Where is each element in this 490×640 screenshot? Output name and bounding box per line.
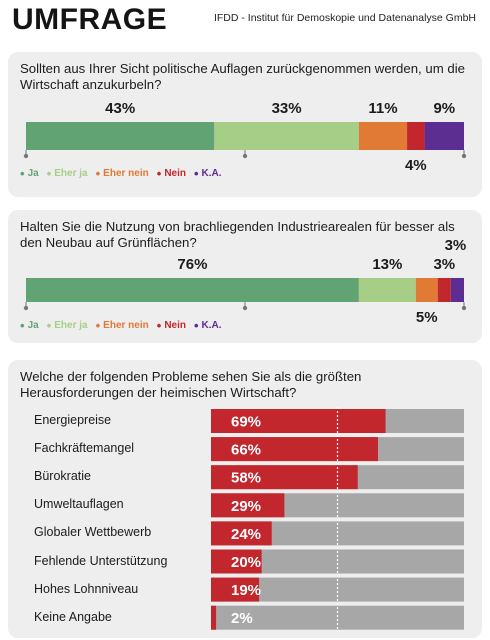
question-3: Welche der folgenden Probleme sehen Sie …	[20, 369, 362, 400]
legend-dot-icon: •	[193, 165, 199, 181]
problems-bar-chart: 69% 66% 58% 29% 24% 20% 19% 2%	[211, 407, 464, 632]
category-label-burokratie: Bürokratie	[34, 469, 91, 484]
bar-keine-angabe	[211, 605, 217, 630]
bar-energiepreise	[211, 409, 386, 433]
legend-dot-icon: •	[46, 165, 52, 181]
stacked-bar-chart-2: 76% 13% 5% 3% 3%	[23, 237, 467, 326]
data-label-burokratie: 58%	[231, 470, 261, 487]
survey-card-3: Welche der folgenden Probleme sehen Sie …	[8, 360, 482, 638]
bar-segment-ja	[26, 122, 215, 150]
bar-globaler-wettbewerb	[211, 521, 272, 546]
question-2: Halten Sie die Nutzung von brachliegende…	[20, 219, 455, 250]
legend-dot-icon: •	[46, 317, 52, 333]
data-label-k-a: 9%	[433, 100, 455, 117]
legend-label: Eher ja	[54, 168, 88, 179]
legend-item-nein: • Nein	[156, 317, 186, 333]
legend-1: • Ja • Eher ja • Eher nein • Nein • K.A.	[20, 165, 222, 181]
legend-dot-icon: •	[156, 165, 162, 181]
data-label-nein: 3%	[433, 256, 455, 273]
bar-segment-ja	[26, 278, 359, 302]
legend-label: Nein	[164, 320, 186, 331]
legend-item-eher-nein: • Eher nein	[95, 317, 149, 333]
legend-label: Eher ja	[54, 320, 88, 331]
legend-label: Eher nein	[103, 320, 149, 331]
data-label-fehlende-unterstutzung: 20%	[231, 554, 261, 571]
survey-card-2: Halten Sie die Nutzung von brachliegende…	[8, 210, 482, 343]
legend-item-nein: • Nein	[156, 165, 186, 181]
data-label-eher-ja: 33%	[272, 100, 302, 117]
legend-label: Eher nein	[103, 168, 149, 179]
data-label-globaler-wettbewerb: 24%	[231, 526, 261, 543]
legend-dot-icon: •	[193, 317, 199, 333]
legend-dot-icon: •	[95, 317, 101, 333]
legend-item-k-a: • K.A.	[193, 317, 222, 333]
data-label-k-a: 3%	[445, 237, 467, 254]
legend-label: Ja	[27, 320, 39, 331]
category-label-keine-angabe: Keine Angabe	[34, 609, 112, 624]
data-label-energiepreise: 69%	[231, 414, 261, 431]
legend-dot-icon: •	[156, 317, 162, 333]
stacked-bar-chart-1: 43% 33% 11% 4% 9%	[23, 100, 467, 174]
legend-item-eher-ja: • Eher ja	[46, 317, 88, 333]
legend-item-eher-nein: • Eher nein	[95, 165, 149, 181]
category-label-globaler-wettbewerb: Globaler Wettbewerb	[34, 525, 152, 540]
data-label-hohes-lohnniveau: 19%	[231, 582, 261, 599]
bar-segment-eher-ja	[358, 278, 416, 302]
tick-dot	[461, 305, 467, 311]
bar-segment-eher-ja	[214, 122, 359, 150]
bar-fehlende-unterstutzung	[211, 549, 262, 574]
bar-segment-k-a	[424, 122, 464, 150]
bar-segment-k-a	[450, 278, 464, 302]
legend-item-ja: • Ja	[20, 317, 39, 333]
bar-umweltauflagen	[211, 493, 285, 518]
data-label-fachkraftemangel: 66%	[231, 442, 261, 459]
bar-burokratie	[211, 465, 358, 490]
data-label-umweltauflagen: 29%	[231, 498, 261, 515]
legend-label: K.A.	[201, 320, 222, 331]
category-label-fachkraftemangel: Fachkräftemangel	[34, 441, 135, 456]
legend-item-k-a: • K.A.	[193, 165, 222, 181]
data-label-eher-ja: 13%	[372, 256, 402, 273]
tick-dot	[23, 305, 29, 311]
data-label-keine-angabe: 2%	[231, 610, 253, 627]
tick-dot	[461, 153, 467, 159]
data-label-ja: 76%	[177, 256, 207, 273]
legend-item-ja: • Ja	[20, 165, 39, 181]
legend-2: • Ja • Eher ja • Eher nein • Nein • K.A.	[20, 317, 222, 333]
bar-track	[211, 605, 464, 630]
category-label-fehlende-unterstutzung: Fehlende Unterstützung	[34, 553, 168, 568]
data-label-nein: 4%	[405, 157, 427, 174]
source-credit: IFDD - Institut für Demoskopie und Daten…	[213, 12, 476, 24]
tick-dot	[242, 305, 248, 311]
bar-fachkraftemangel	[211, 437, 378, 462]
category-label-umweltauflagen: Umweltauflagen	[34, 497, 124, 512]
category-label-hohes-lohnniveau: Hohes Lohnniveau	[34, 581, 139, 596]
legend-item-eher-ja: • Eher ja	[46, 165, 88, 181]
survey-card-1: Sollten aus Ihrer Sicht politische Aufla…	[8, 52, 482, 197]
data-label-eher-nein: 5%	[416, 309, 438, 326]
bar-segment-nein	[437, 278, 451, 302]
legend-label: K.A.	[201, 168, 222, 179]
legend-dot-icon: •	[20, 317, 25, 333]
category-label-energiepreise: Energiepreise	[34, 413, 112, 427]
question-1: Sollten aus Ihrer Sicht politische Aufla…	[20, 61, 465, 92]
bar-segment-eher-nein	[358, 122, 408, 150]
tick-dot	[242, 153, 248, 159]
data-label-ja: 43%	[105, 100, 135, 117]
page-title: UMFRAGE	[12, 3, 168, 36]
bar-segment-nein	[407, 122, 425, 150]
bar-hohes-lohnniveau	[211, 577, 260, 602]
legend-label: Ja	[27, 168, 39, 179]
data-label-eher-nein: 11%	[368, 100, 397, 117]
legend-label: Nein	[164, 168, 186, 179]
bar-segment-eher-nein	[415, 278, 438, 302]
legend-dot-icon: •	[20, 165, 25, 181]
legend-dot-icon: •	[95, 165, 101, 181]
tick-dot	[23, 153, 29, 159]
